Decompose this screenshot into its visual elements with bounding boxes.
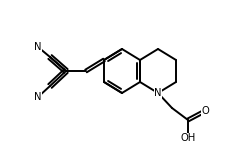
Text: OH: OH — [180, 133, 196, 143]
Text: O: O — [201, 106, 209, 116]
Text: N: N — [154, 88, 162, 98]
Text: N: N — [34, 92, 42, 102]
Text: N: N — [34, 42, 42, 52]
